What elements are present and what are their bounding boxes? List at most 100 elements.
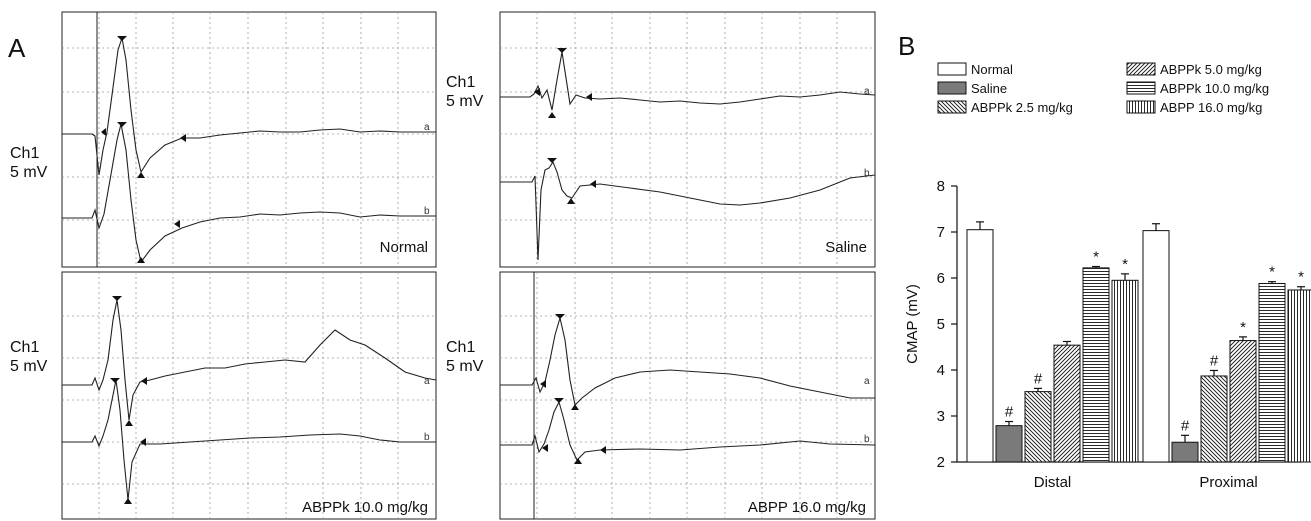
y-tick-label: 4 (937, 362, 945, 379)
trace-tag-a: a (864, 376, 870, 387)
significance-asterisk: * (1298, 269, 1304, 286)
legend-label: ABPPk 10.0 mg/kg (1160, 81, 1269, 96)
legend-label: ABPPk 5.0 mg/kg (1160, 62, 1262, 77)
bar (1111, 279, 1139, 463)
channel-label: Ch1 (446, 74, 475, 91)
trace-panel-normal: Ch1 5 mV a b Normal (10, 11, 437, 268)
legend-label: Saline (971, 81, 1007, 96)
x-tick-label: Proximal (1199, 474, 1257, 491)
legend-label: Normal (971, 62, 1013, 77)
trace-panel-saline: Ch1 5 mV a b Saline (446, 11, 876, 268)
x-tick-labels: Distal Proximal (1034, 474, 1258, 491)
channel-label: Ch1 (446, 339, 475, 356)
trace-frame (499, 271, 876, 520)
legend-swatch (937, 100, 967, 114)
significance-hash: # (1034, 370, 1043, 387)
legend-item: ABPPk 10.0 mg/kg (1126, 81, 1269, 96)
grid (62, 272, 436, 519)
bar-group: * (1082, 249, 1110, 463)
trace-b (500, 400, 876, 461)
bar (1053, 344, 1081, 463)
y-tick-label: 3 (937, 408, 945, 425)
condition-label: ABPPk 10.0 mg/kg (302, 499, 428, 516)
trace-panel-abpp16: Ch1 5 mV a b ABPP 16.0 mg/kg (446, 271, 876, 520)
legend-swatch (1126, 81, 1156, 95)
legend-swatch (937, 62, 967, 76)
bar (1287, 289, 1311, 463)
bar-group (1142, 223, 1170, 463)
y-tick-label: 7 (937, 224, 945, 241)
legend: Normal Saline ABPPk 2.5 mg/kg ABPPk 5.0 mg/… (937, 62, 1269, 115)
bar (1142, 230, 1170, 463)
condition-label: Normal (380, 239, 428, 256)
bars: # # * * # # * * * (966, 221, 1311, 463)
bar-group: * (1229, 319, 1257, 463)
legend-item: ABPPk 2.5 mg/kg (937, 100, 1073, 115)
condition-label: ABPP 16.0 mg/kg (748, 499, 866, 516)
significance-asterisk: * (1269, 264, 1275, 281)
bar-group: * (1258, 264, 1286, 463)
bar (1082, 267, 1110, 463)
bar-group: # (1024, 370, 1052, 463)
trace-b (62, 379, 436, 501)
legend-item: ABPPk 5.0 mg/kg (1126, 62, 1262, 77)
bar (966, 229, 994, 463)
trace-frame (499, 11, 876, 268)
legend-label: ABPP 16.0 mg/kg (1160, 100, 1262, 115)
significance-hash: # (1005, 404, 1014, 421)
bar (1024, 391, 1052, 463)
legend-swatch (937, 81, 967, 95)
trace-tag-a: a (424, 376, 430, 387)
channel-label: Ch1 (10, 145, 39, 162)
scale-label: 5 mV (446, 93, 484, 110)
cmap-bar-chart: CMAP (mV) 2 3 4 5 6 7 8 # # * * # # * * * Distal Proxim… (904, 178, 1311, 491)
bar-group (966, 221, 994, 463)
legend-swatch (1126, 100, 1156, 114)
scale-label: 5 mV (446, 358, 484, 375)
grid (500, 272, 875, 519)
y-ticks: 2 3 4 5 6 7 8 (937, 178, 957, 471)
significance-asterisk: * (1240, 319, 1246, 336)
grid (62, 12, 436, 267)
y-tick-label: 5 (937, 316, 945, 333)
legend-swatch (1126, 62, 1156, 76)
bar (1229, 340, 1257, 463)
trace-b (500, 160, 876, 261)
scale-label: 5 mV (10, 358, 48, 375)
trace-b (62, 123, 436, 264)
trace-a (62, 299, 437, 421)
y-tick-label: 8 (937, 178, 945, 195)
trace-a (62, 37, 436, 176)
bar (1171, 441, 1199, 463)
panel-a-letter: A (8, 33, 26, 63)
trace-tag-b: b (424, 432, 430, 443)
bar (1200, 375, 1228, 463)
bar-group: # (995, 404, 1023, 463)
legend-label: ABPPk 2.5 mg/kg (971, 100, 1073, 115)
trace-a (500, 51, 876, 111)
bar-group (1053, 340, 1081, 463)
bar-group: # (1171, 417, 1199, 463)
scale-label: 5 mV (10, 164, 48, 181)
trace-tag-b: b (424, 206, 430, 217)
channel-label: Ch1 (10, 339, 39, 356)
trace-panel-abppk10: Ch1 5 mV a b ABPPk 10.0 mg/kg (10, 271, 437, 520)
y-axis-title: CMAP (mV) (904, 284, 921, 364)
y-tick-label: 6 (937, 270, 945, 287)
trace-tag-b: b (864, 168, 870, 179)
trace-tag-a: a (424, 122, 430, 133)
condition-label: Saline (825, 239, 867, 256)
bar (1258, 283, 1286, 463)
y-tick-label: 2 (937, 454, 945, 471)
legend-item: Saline (937, 81, 1007, 96)
x-tick-label: Distal (1034, 474, 1072, 491)
panel-b-letter: B (898, 31, 915, 61)
bar-group: * (1111, 256, 1139, 463)
bar-group: # (1200, 352, 1228, 463)
significance-hash: # (1181, 417, 1190, 434)
legend-item: Normal (937, 62, 1013, 77)
bar-group: * (1287, 269, 1311, 463)
significance-asterisk: * (1122, 256, 1128, 273)
legend-item: ABPP 16.0 mg/kg (1126, 100, 1262, 115)
